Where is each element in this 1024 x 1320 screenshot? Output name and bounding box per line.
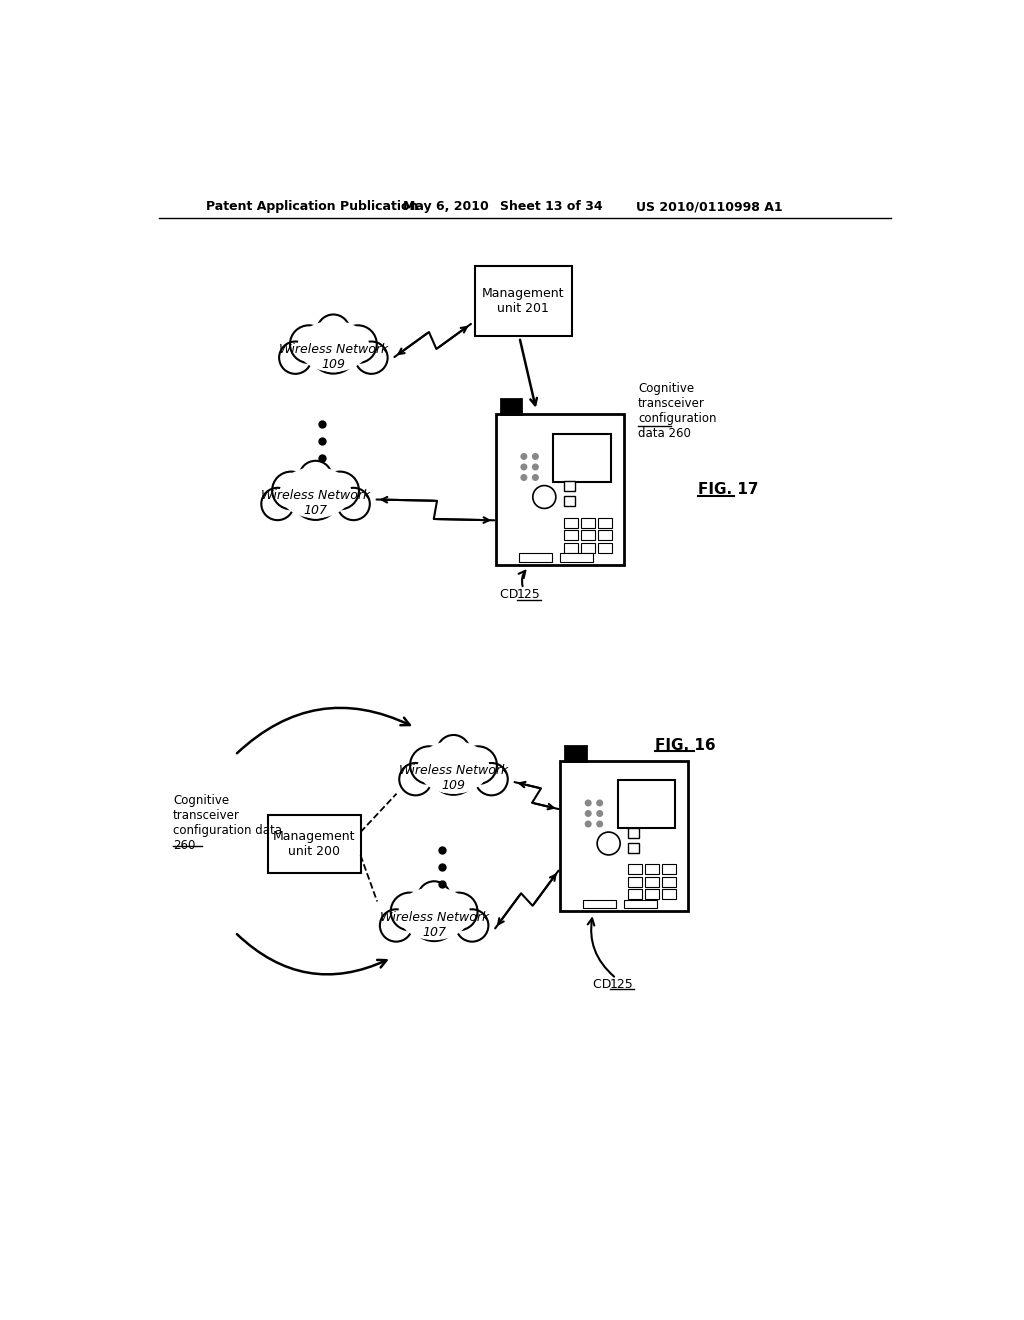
- Circle shape: [521, 465, 526, 470]
- Circle shape: [521, 454, 526, 459]
- Bar: [560, 760, 688, 911]
- Bar: [663, 890, 677, 899]
- Circle shape: [261, 487, 294, 520]
- Circle shape: [437, 735, 470, 767]
- Text: 125: 125: [517, 589, 541, 602]
- Circle shape: [279, 342, 312, 374]
- Text: Cognitive
transceiver
configuration data
260: Cognitive transceiver configuration data…: [173, 793, 282, 851]
- Circle shape: [337, 487, 370, 520]
- Bar: [565, 746, 586, 760]
- Text: Patent Application Publication: Patent Application Publication: [206, 201, 418, 214]
- Text: US 2010/0110998 A1: US 2010/0110998 A1: [636, 201, 782, 214]
- Text: Cognitive
transceiver
configuration
data 260: Cognitive transceiver configuration data…: [638, 381, 717, 440]
- Text: CD: CD: [500, 589, 522, 602]
- Text: Management
unit 200: Management unit 200: [272, 830, 355, 858]
- Circle shape: [355, 342, 388, 374]
- Text: May 6, 2010: May 6, 2010: [403, 201, 488, 214]
- Ellipse shape: [418, 742, 488, 793]
- Circle shape: [456, 909, 488, 941]
- Bar: [598, 517, 612, 528]
- Bar: [628, 865, 642, 874]
- Circle shape: [439, 892, 478, 931]
- Circle shape: [410, 892, 459, 941]
- Bar: [560, 553, 593, 561]
- Bar: [663, 876, 677, 887]
- Bar: [519, 553, 552, 561]
- Bar: [598, 531, 612, 540]
- Ellipse shape: [281, 467, 351, 517]
- Circle shape: [475, 763, 508, 796]
- Ellipse shape: [399, 888, 469, 940]
- Circle shape: [291, 471, 340, 520]
- Bar: [496, 414, 624, 565]
- Text: 125: 125: [610, 978, 634, 991]
- Circle shape: [272, 471, 310, 510]
- Circle shape: [597, 800, 602, 805]
- Bar: [563, 482, 575, 491]
- Text: Wireless Network
109: Wireless Network 109: [279, 343, 388, 371]
- Circle shape: [380, 909, 413, 941]
- Bar: [628, 890, 642, 899]
- Circle shape: [308, 325, 358, 374]
- FancyArrowPatch shape: [237, 935, 386, 974]
- Circle shape: [339, 325, 377, 363]
- Circle shape: [299, 461, 332, 494]
- Text: Sheet 13 of 34: Sheet 13 of 34: [500, 201, 603, 214]
- Bar: [563, 517, 578, 528]
- Bar: [563, 543, 578, 553]
- Text: Wireless Network
107: Wireless Network 107: [261, 490, 370, 517]
- Circle shape: [532, 475, 539, 480]
- Bar: [628, 876, 642, 887]
- Text: FIG. 16: FIG. 16: [655, 738, 716, 752]
- Circle shape: [586, 800, 591, 805]
- Circle shape: [586, 821, 591, 826]
- Circle shape: [459, 746, 497, 784]
- Bar: [624, 900, 657, 908]
- Ellipse shape: [298, 321, 369, 371]
- Bar: [581, 517, 595, 528]
- Bar: [583, 900, 616, 908]
- Circle shape: [317, 314, 350, 347]
- Bar: [581, 531, 595, 540]
- Bar: [267, 814, 360, 873]
- Bar: [553, 434, 611, 482]
- Bar: [628, 828, 639, 837]
- Bar: [563, 496, 575, 506]
- Circle shape: [321, 471, 359, 510]
- Text: Wireless Network
107: Wireless Network 107: [380, 911, 488, 939]
- Circle shape: [410, 746, 449, 784]
- Bar: [475, 267, 571, 335]
- Circle shape: [532, 465, 539, 470]
- Bar: [581, 543, 595, 553]
- Circle shape: [429, 746, 478, 795]
- Circle shape: [532, 454, 539, 459]
- Bar: [617, 780, 675, 829]
- FancyArrowPatch shape: [237, 708, 410, 754]
- Bar: [501, 400, 521, 414]
- Circle shape: [597, 810, 602, 816]
- Text: FIG. 17: FIG. 17: [697, 482, 758, 498]
- Circle shape: [521, 475, 526, 480]
- Text: Wireless Network
109: Wireless Network 109: [399, 764, 508, 792]
- Circle shape: [290, 325, 328, 363]
- Circle shape: [597, 821, 602, 826]
- Bar: [645, 890, 659, 899]
- Circle shape: [586, 810, 591, 816]
- Circle shape: [418, 882, 451, 913]
- Bar: [563, 531, 578, 540]
- Text: CD: CD: [593, 978, 615, 991]
- Text: Management
unit 201: Management unit 201: [482, 286, 564, 315]
- Bar: [663, 865, 677, 874]
- Bar: [645, 865, 659, 874]
- Bar: [645, 876, 659, 887]
- Bar: [598, 543, 612, 553]
- Circle shape: [390, 892, 429, 931]
- Circle shape: [399, 763, 432, 796]
- Bar: [628, 842, 639, 853]
